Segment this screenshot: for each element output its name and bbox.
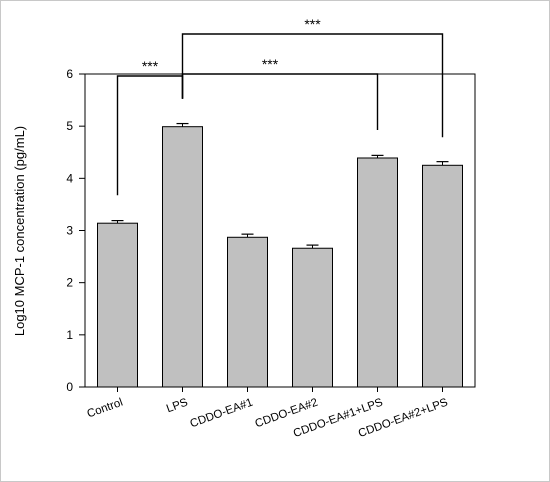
bar-2 xyxy=(227,236,268,388)
bar-1 xyxy=(162,126,203,388)
y-tick-label: 4 xyxy=(66,171,73,185)
bar-5 xyxy=(422,164,463,388)
x-tick-label: LPS xyxy=(165,396,190,415)
bars-layer xyxy=(97,122,463,388)
y-tick-label: 2 xyxy=(66,276,73,290)
bar-4 xyxy=(357,157,398,388)
x-tick-label: Control xyxy=(86,397,125,421)
y-tick-label: 0 xyxy=(66,380,73,394)
significance-bracket-1 xyxy=(181,73,379,130)
y-tick-label: 3 xyxy=(66,224,73,238)
y-axis-label: Log10 MCP-1 concentration (pg/mL) xyxy=(12,126,27,336)
significance-layer: *** *** *** xyxy=(116,16,444,196)
y-tick-label: 6 xyxy=(66,67,73,81)
significance-label-1: *** xyxy=(262,56,279,72)
bar-3 xyxy=(292,247,333,388)
significance-label-2: *** xyxy=(304,16,321,32)
significance-label-0: *** xyxy=(142,58,159,74)
y-tick-label: 1 xyxy=(66,328,73,342)
plot-area-border xyxy=(84,73,476,388)
y-tick-label: 5 xyxy=(66,119,73,133)
bar-0 xyxy=(97,222,138,388)
significance-bracket-2 xyxy=(181,33,444,138)
x-tick-label: CDDO-EA#1 xyxy=(189,397,255,431)
